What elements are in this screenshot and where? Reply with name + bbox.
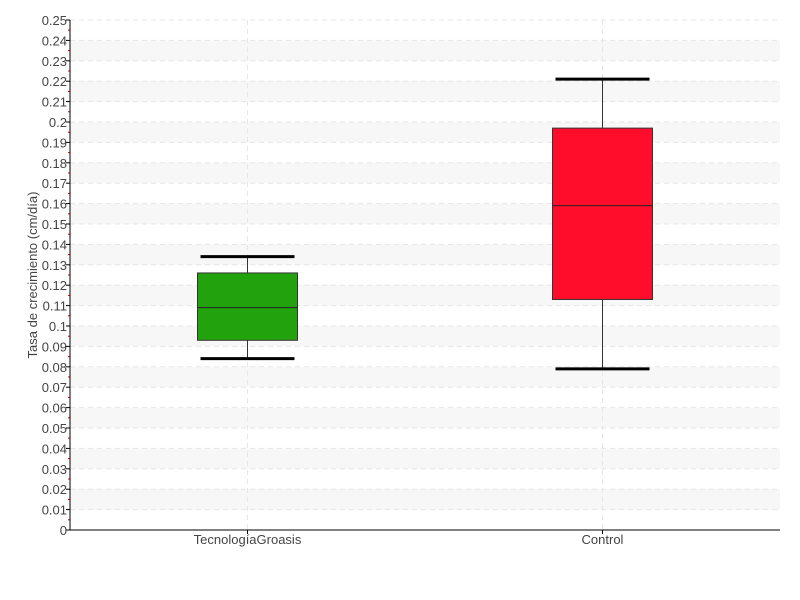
y-axis-label: Tasa de crecimiento (cm/día) — [25, 192, 40, 359]
grid-band — [70, 122, 780, 143]
y-tick-label: 0.12 — [42, 278, 67, 293]
y-tick-label: 0.03 — [42, 462, 67, 477]
y-tick-label: 0.18 — [42, 156, 67, 171]
y-tick-label: 0.15 — [42, 217, 67, 232]
y-tick-label: 0.09 — [42, 339, 67, 354]
y-tick-label: 0.22 — [42, 74, 67, 89]
y-tick-label: 0.23 — [42, 54, 67, 69]
grid-band — [70, 285, 780, 306]
y-tick-label: 0.16 — [42, 197, 67, 212]
y-tick-label: 0.08 — [42, 360, 67, 375]
y-tick-label: 0.06 — [42, 401, 67, 416]
y-tick-label: 0.11 — [43, 299, 67, 314]
y-tick-label: 0.21 — [42, 95, 67, 110]
gridlines — [70, 19, 780, 530]
y-tick-label: 0.04 — [42, 441, 67, 456]
y-tick-label: 0.17 — [42, 176, 67, 191]
y-tick-label: 0.01 — [42, 503, 67, 518]
y-tick-label: 0.02 — [42, 482, 67, 497]
grid-band — [70, 162, 780, 184]
boxes — [197, 77, 653, 371]
y-tick-label: 0.2 — [49, 115, 67, 130]
grid-band — [70, 366, 780, 388]
grid-band — [70, 489, 780, 510]
box-0 — [197, 272, 298, 341]
y-tick-label: 0.14 — [42, 237, 67, 252]
grid-band — [70, 40, 780, 61]
grid-bands — [70, 40, 780, 510]
grid-band — [70, 203, 780, 224]
y-tick-label: 0.1 — [49, 319, 67, 334]
y-tick-label: 0.25 — [42, 13, 67, 28]
grid-band — [70, 407, 780, 428]
y-tick-label: 0.07 — [42, 380, 67, 395]
grid-band — [70, 448, 780, 469]
y-tick-label: 0.13 — [42, 258, 67, 273]
axes: 0 0.01 0.02 0.03 0.04 0.05 0.06 0.07 0.08 0.09 0.1… — [42, 13, 780, 547]
box-1 — [552, 127, 653, 300]
y-tick-label: 0.24 — [42, 33, 67, 48]
grid-band — [70, 326, 780, 347]
y-tick-label: 0.19 — [42, 135, 67, 150]
x-tick-label: Control — [582, 532, 624, 547]
y-tick-label: 0 — [60, 523, 67, 538]
grid-band — [70, 244, 780, 265]
y-tick-label: 0.05 — [42, 421, 67, 436]
grid-band — [70, 81, 780, 102]
x-tick-label: TecnologíaGroasis — [194, 532, 302, 547]
